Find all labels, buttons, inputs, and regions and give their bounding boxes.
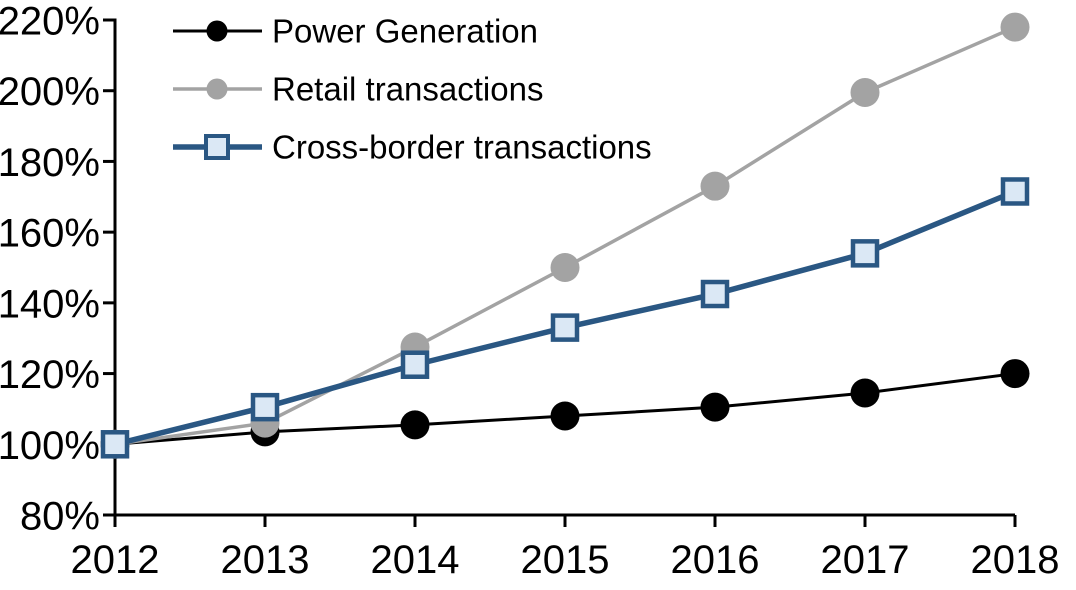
legend-marker-circle [206, 20, 228, 42]
legend-item-cross-border-transactions: Cross-border transactions [173, 129, 652, 166]
y-axis-tick-label: 80% [20, 495, 100, 539]
legend-marker-circle [206, 78, 228, 100]
x-axis-tick-label: 2013 [221, 538, 310, 582]
series-cross-border-transactions [100, 177, 1030, 459]
x-axis-tick-label: 2012 [71, 538, 160, 582]
data-point-retail-transactions [850, 77, 880, 107]
y-axis-tick-label: 140% [0, 282, 100, 326]
y-axis-tick-label: 200% [0, 70, 100, 114]
data-point-cross-border-transactions [250, 392, 280, 422]
data-point-cross-border-transactions [700, 279, 730, 309]
data-point-retail-transactions [700, 171, 730, 201]
data-point-cross-border-transactions [100, 430, 130, 459]
data-point-power-generation [550, 401, 580, 431]
x-axis-tick-label: 2014 [371, 538, 460, 582]
x-axis-tick-label: 2016 [671, 538, 760, 582]
data-point-cross-border-transactions [400, 350, 430, 379]
y-axis-tick-label: 160% [0, 212, 100, 256]
legend-label: Retail transactions [272, 71, 543, 108]
data-point-cross-border-transactions [1000, 177, 1030, 206]
x-axis-tick-label: 2017 [821, 538, 910, 582]
legend-item-retail-transactions: Retail transactions [173, 71, 543, 108]
legend-label: Cross-border transactions [272, 129, 652, 166]
y-axis-tick-label: 220% [0, 0, 100, 44]
legend-marker-square [204, 134, 230, 160]
legend-label: Power Generation [272, 13, 538, 50]
series-retail-transactions [100, 12, 1030, 459]
y-axis-tick-label: 180% [0, 141, 100, 185]
data-point-power-generation [850, 378, 880, 408]
data-point-cross-border-transactions [550, 313, 580, 342]
data-point-power-generation [400, 410, 430, 440]
x-axis-tick-label: 2018 [971, 538, 1060, 582]
data-point-power-generation [1000, 359, 1030, 389]
x-axis-tick-label: 2015 [521, 538, 610, 582]
legend: Power Generation Retail transactions Cross… [173, 13, 652, 166]
legend-item-power-generation: Power Generation [173, 13, 538, 50]
y-axis-tick-label: 120% [0, 353, 100, 397]
data-point-retail-transactions [1000, 12, 1030, 42]
data-point-retail-transactions [550, 253, 580, 282]
data-point-power-generation [700, 392, 730, 422]
y-axis-tick-label: 100% [0, 424, 100, 468]
data-point-cross-border-transactions [850, 239, 880, 268]
